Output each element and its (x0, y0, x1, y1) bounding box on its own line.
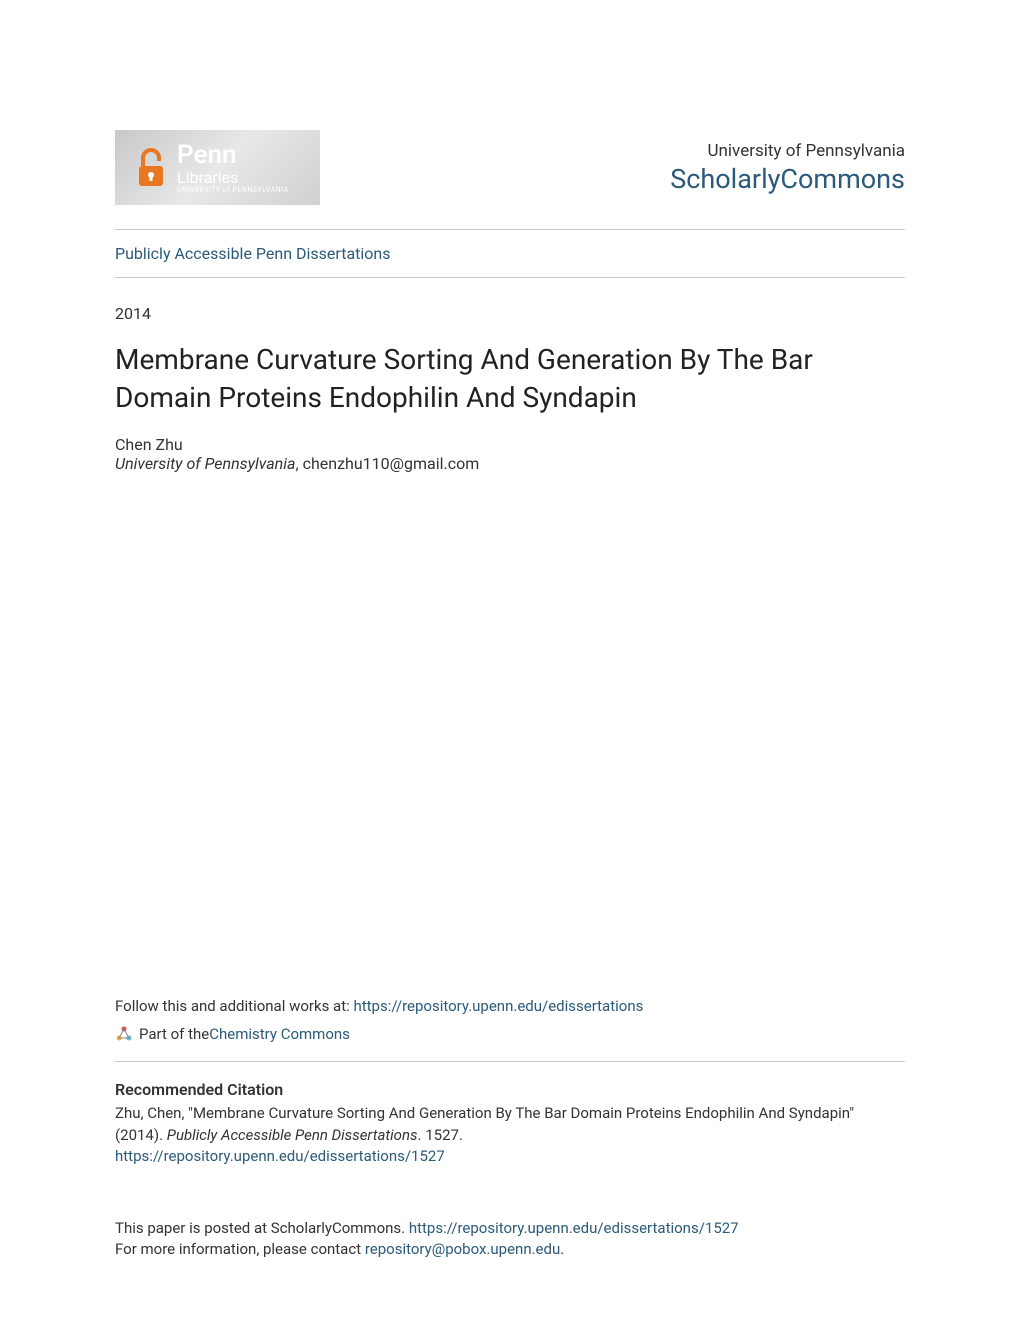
collection-link[interactable]: Publicly Accessible Penn Dissertations (115, 244, 391, 263)
citation-url[interactable]: https://repository.upenn.edu/edissertati… (115, 1147, 445, 1165)
footer-paper-url[interactable]: https://repository.upenn.edu/edissertati… (409, 1219, 739, 1237)
footer-section: This paper is posted at ScholarlyCommons… (115, 1218, 905, 1260)
partof-prefix: Part of the (139, 1025, 209, 1043)
paper-title: Membrane Curvature Sorting And Generatio… (115, 341, 905, 417)
author-separator: , (295, 454, 302, 473)
page-container: Penn Libraries UNIVERSITY of PENNSYLVANI… (0, 0, 1020, 1320)
follow-section: Follow this and additional works at: htt… (115, 997, 905, 1062)
footer-posted-prefix: This paper is posted at ScholarlyCommons… (115, 1219, 409, 1237)
logo-university: UNIVERSITY of PENNSYLVANIA (177, 187, 289, 195)
follow-prefix: Follow this and additional works at: (115, 997, 353, 1015)
scholarlycommons-link[interactable]: ScholarlyCommons (670, 163, 905, 195)
commons-link[interactable]: Chemistry Commons (209, 1025, 350, 1043)
partof-line: Part of the Chemistry Commons (115, 1025, 905, 1043)
penn-libraries-logo[interactable]: Penn Libraries UNIVERSITY of PENNSYLVANI… (115, 130, 320, 205)
citation-heading: Recommended Citation (115, 1080, 905, 1099)
header-right: University of Pennsylvania ScholarlyComm… (670, 141, 905, 195)
repository-link[interactable]: https://repository.upenn.edu/edissertati… (353, 997, 643, 1015)
spacer (115, 473, 905, 997)
logo-penn: Penn (177, 141, 289, 170)
citation-title: "Membrane Curvature Sorting And Generati… (188, 1104, 854, 1122)
citation-body: Zhu, Chen, "Membrane Curvature Sorting A… (115, 1103, 905, 1168)
breadcrumb: Publicly Accessible Penn Dissertations (115, 230, 905, 278)
author-name: Chen Zhu (115, 435, 905, 454)
footer-contact-prefix: For more information, please contact (115, 1240, 365, 1258)
author-affiliation: University of Pennsylvania (115, 454, 295, 473)
citation-year: (2014). (115, 1126, 163, 1144)
follow-line: Follow this and additional works at: htt… (115, 997, 905, 1015)
author-block: Chen Zhu University of Pennsylvania, che… (115, 435, 905, 473)
university-name: University of Pennsylvania (670, 141, 905, 161)
open-access-lock-icon (135, 148, 167, 188)
footer-line-1: This paper is posted at ScholarlyCommons… (115, 1218, 905, 1239)
footer-line-2: For more information, please contact rep… (115, 1239, 905, 1260)
header: Penn Libraries UNIVERSITY of PENNSYLVANI… (115, 130, 905, 230)
citation-section: Recommended Citation Zhu, Chen, "Membran… (115, 1080, 905, 1168)
commons-network-icon (115, 1025, 133, 1043)
footer-contact-suffix: . (560, 1240, 564, 1258)
author-affiliation-line: University of Pennsylvania, chenzhu110@g… (115, 454, 905, 473)
footer-contact-email[interactable]: repository@pobox.upenn.edu (365, 1240, 560, 1258)
citation-author: Zhu, Chen (115, 1104, 181, 1122)
penn-logo-text: Penn Libraries UNIVERSITY of PENNSYLVANI… (177, 141, 289, 195)
logo-libraries: Libraries (177, 169, 289, 187)
publication-year: 2014 (115, 304, 905, 323)
citation-number: . 1527. (418, 1126, 463, 1144)
citation-series: Publicly Accessible Penn Dissertations (167, 1126, 418, 1144)
author-email: chenzhu110@gmail.com (303, 454, 480, 473)
